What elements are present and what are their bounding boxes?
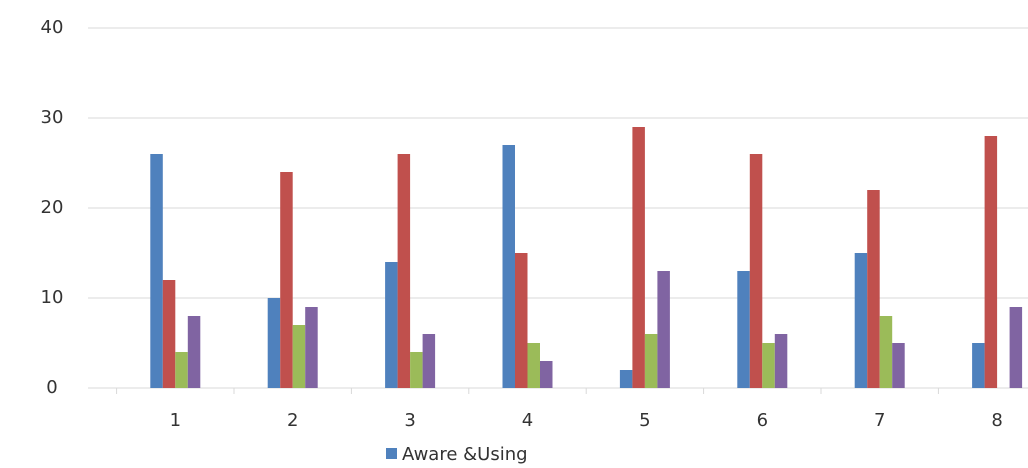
x-tick-label: 7 [874, 410, 885, 431]
x-tick-label: 2 [287, 410, 298, 431]
bar [150, 154, 163, 388]
bar [737, 271, 750, 388]
bar [879, 316, 893, 388]
bar [515, 253, 528, 388]
legend-swatch [386, 448, 397, 459]
bar [892, 343, 905, 388]
bar [540, 361, 553, 388]
bar [619, 370, 633, 388]
bar [972, 343, 985, 388]
bar [984, 136, 998, 388]
bar [527, 343, 540, 388]
bar [397, 154, 411, 388]
bar [657, 271, 670, 388]
x-tick-label: 5 [639, 410, 650, 431]
bar [644, 334, 658, 388]
y-tick-label: 20 [41, 197, 64, 218]
x-tick-label: 3 [404, 410, 415, 431]
x-tick-label: 6 [757, 410, 768, 431]
bar [187, 316, 201, 388]
y-tick-label: 30 [41, 107, 64, 128]
bar [1009, 307, 1023, 388]
bar [305, 307, 318, 388]
bar [175, 352, 188, 388]
x-tick-label: 8 [991, 410, 1002, 431]
legend-label: Aware &Using [402, 444, 528, 465]
x-tick-label: 1 [170, 410, 181, 431]
bar [385, 262, 398, 388]
bar [292, 325, 306, 388]
bar [162, 280, 176, 388]
bar [502, 145, 515, 388]
bar [867, 190, 880, 388]
bar [422, 334, 436, 388]
y-tick-label: 40 [41, 17, 64, 38]
y-tick-label: 10 [41, 287, 64, 308]
bar [410, 352, 423, 388]
y-tick-label: 0 [46, 377, 57, 398]
x-tick-label: 4 [522, 410, 533, 431]
bar [774, 334, 788, 388]
bar [854, 253, 868, 388]
bar [762, 343, 775, 388]
bar [749, 154, 763, 388]
bar [632, 127, 645, 388]
bar [267, 298, 281, 388]
bar [280, 172, 293, 388]
